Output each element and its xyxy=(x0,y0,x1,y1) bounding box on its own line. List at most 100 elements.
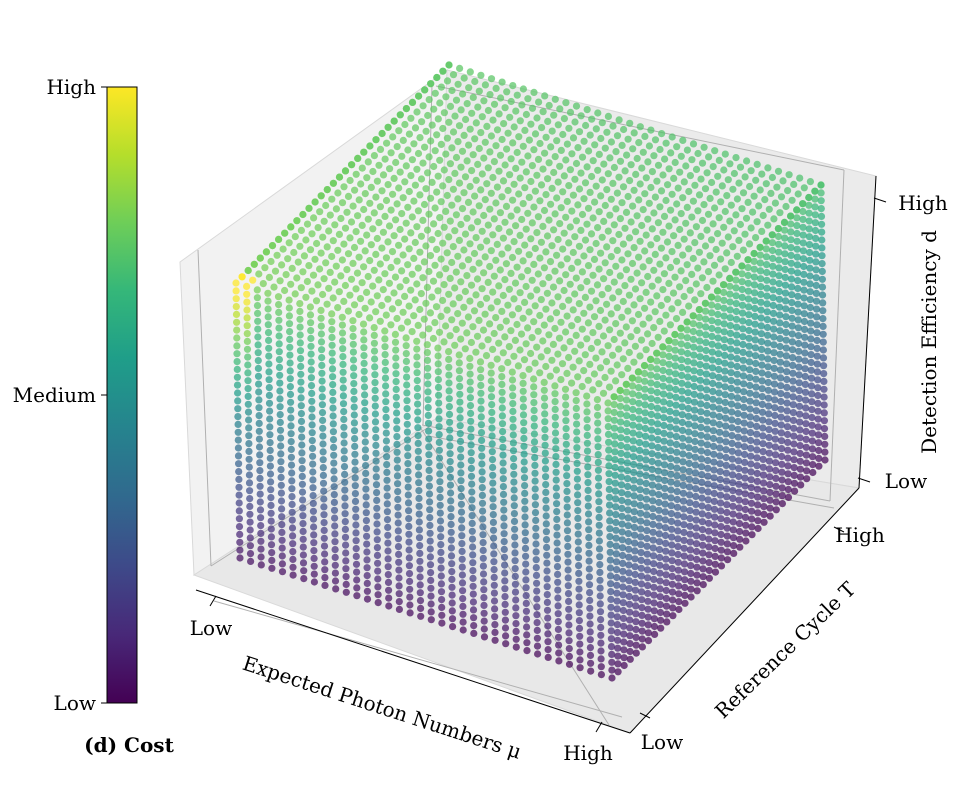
scatter-point xyxy=(257,553,265,561)
scatter-point xyxy=(522,225,530,233)
scatter-point xyxy=(650,607,658,615)
scatter-point xyxy=(717,562,726,570)
scatter-point xyxy=(612,205,620,213)
scatter-point xyxy=(739,189,748,197)
scatter-point xyxy=(648,168,657,176)
scatter-point xyxy=(629,390,637,398)
scatter-point xyxy=(355,310,363,319)
scatter-point xyxy=(820,401,828,409)
scatter-point xyxy=(525,251,533,259)
scatter-point xyxy=(371,410,379,418)
scatter-point xyxy=(793,245,801,253)
scatter-point xyxy=(692,223,701,231)
scatter-point xyxy=(630,129,638,137)
scatter-point xyxy=(643,566,652,574)
scatter-point xyxy=(477,405,485,413)
scatter-point xyxy=(405,562,413,570)
scatter-point xyxy=(789,377,797,385)
scatter-point xyxy=(243,282,251,290)
scatter-point xyxy=(787,236,795,244)
scatter-point xyxy=(738,262,746,270)
scatter-point xyxy=(578,153,587,161)
scatter-point xyxy=(647,298,655,306)
scatter-point xyxy=(794,190,802,198)
scatter-point xyxy=(278,552,286,560)
scatter-point xyxy=(744,198,752,206)
scatter-point xyxy=(314,281,322,289)
scatter-point xyxy=(720,312,728,320)
scatter-point xyxy=(667,509,676,518)
scatter-point xyxy=(339,360,347,368)
scatter-point xyxy=(352,170,360,178)
scatter-point xyxy=(511,533,519,541)
scatter-point xyxy=(604,423,612,431)
scatter-point xyxy=(800,310,808,318)
scatter-point xyxy=(597,616,605,624)
scatter-point xyxy=(256,254,264,262)
scatter-point xyxy=(501,616,509,624)
scatter-point xyxy=(610,401,618,409)
scatter-point xyxy=(723,532,731,540)
scatter-point xyxy=(309,499,317,507)
scatter-point xyxy=(670,232,678,240)
scatter-point xyxy=(361,446,369,454)
scatter-point xyxy=(574,546,583,554)
scatter-point xyxy=(255,419,263,427)
scatter-point xyxy=(573,444,581,452)
scatter-point xyxy=(821,432,829,440)
scatter-point xyxy=(606,556,614,564)
scatter-point xyxy=(627,333,635,341)
scatter-point xyxy=(510,123,518,131)
scatter-point xyxy=(742,529,750,537)
scatter-point xyxy=(574,499,582,507)
scatter-point xyxy=(676,168,684,176)
scatter-point xyxy=(340,439,348,447)
scatter-point xyxy=(536,311,544,320)
scatter-point xyxy=(677,340,685,348)
scatter-point xyxy=(307,350,315,358)
scatter-point xyxy=(554,578,562,586)
scatter-point xyxy=(256,459,264,467)
scatter-point xyxy=(308,437,316,445)
scatter-point xyxy=(565,124,573,132)
scatter-point xyxy=(613,621,622,629)
scatter-point xyxy=(339,337,347,345)
scatter-point xyxy=(501,569,509,577)
scatter-point xyxy=(758,400,767,408)
scatter-point xyxy=(512,596,520,604)
scatter-point xyxy=(722,453,730,462)
scatter-point xyxy=(746,381,754,390)
scatter-point xyxy=(275,348,283,356)
scatter-point xyxy=(604,415,612,423)
scatter-point xyxy=(612,518,620,527)
scatter-point xyxy=(716,483,725,491)
scatter-point xyxy=(531,501,540,509)
scatter-point xyxy=(299,520,307,528)
scatter-point xyxy=(448,583,456,591)
scatter-point xyxy=(265,360,273,368)
scatter-point xyxy=(726,298,734,306)
scatter-point xyxy=(516,289,524,297)
scatter-point xyxy=(630,500,638,508)
scatter-point xyxy=(397,324,406,332)
scatter-point xyxy=(782,297,790,305)
scatter-point xyxy=(692,532,701,540)
scatter-point xyxy=(372,465,380,473)
scatter-point xyxy=(811,195,819,203)
scatter-point xyxy=(614,644,622,652)
scatter-point xyxy=(596,568,604,577)
scatter-point xyxy=(490,589,498,597)
scatter-point xyxy=(265,344,273,352)
scatter-point xyxy=(332,205,340,213)
scatter-point xyxy=(560,115,569,123)
scatter-point xyxy=(363,540,371,548)
scatter-point xyxy=(688,213,696,221)
scatter-point xyxy=(330,475,338,483)
scatter-point xyxy=(551,398,559,406)
scatter-point xyxy=(495,224,503,233)
scatter-point xyxy=(245,463,253,471)
scatter-point xyxy=(703,386,711,394)
scatter-point xyxy=(625,577,633,585)
scatter-point xyxy=(437,556,445,564)
